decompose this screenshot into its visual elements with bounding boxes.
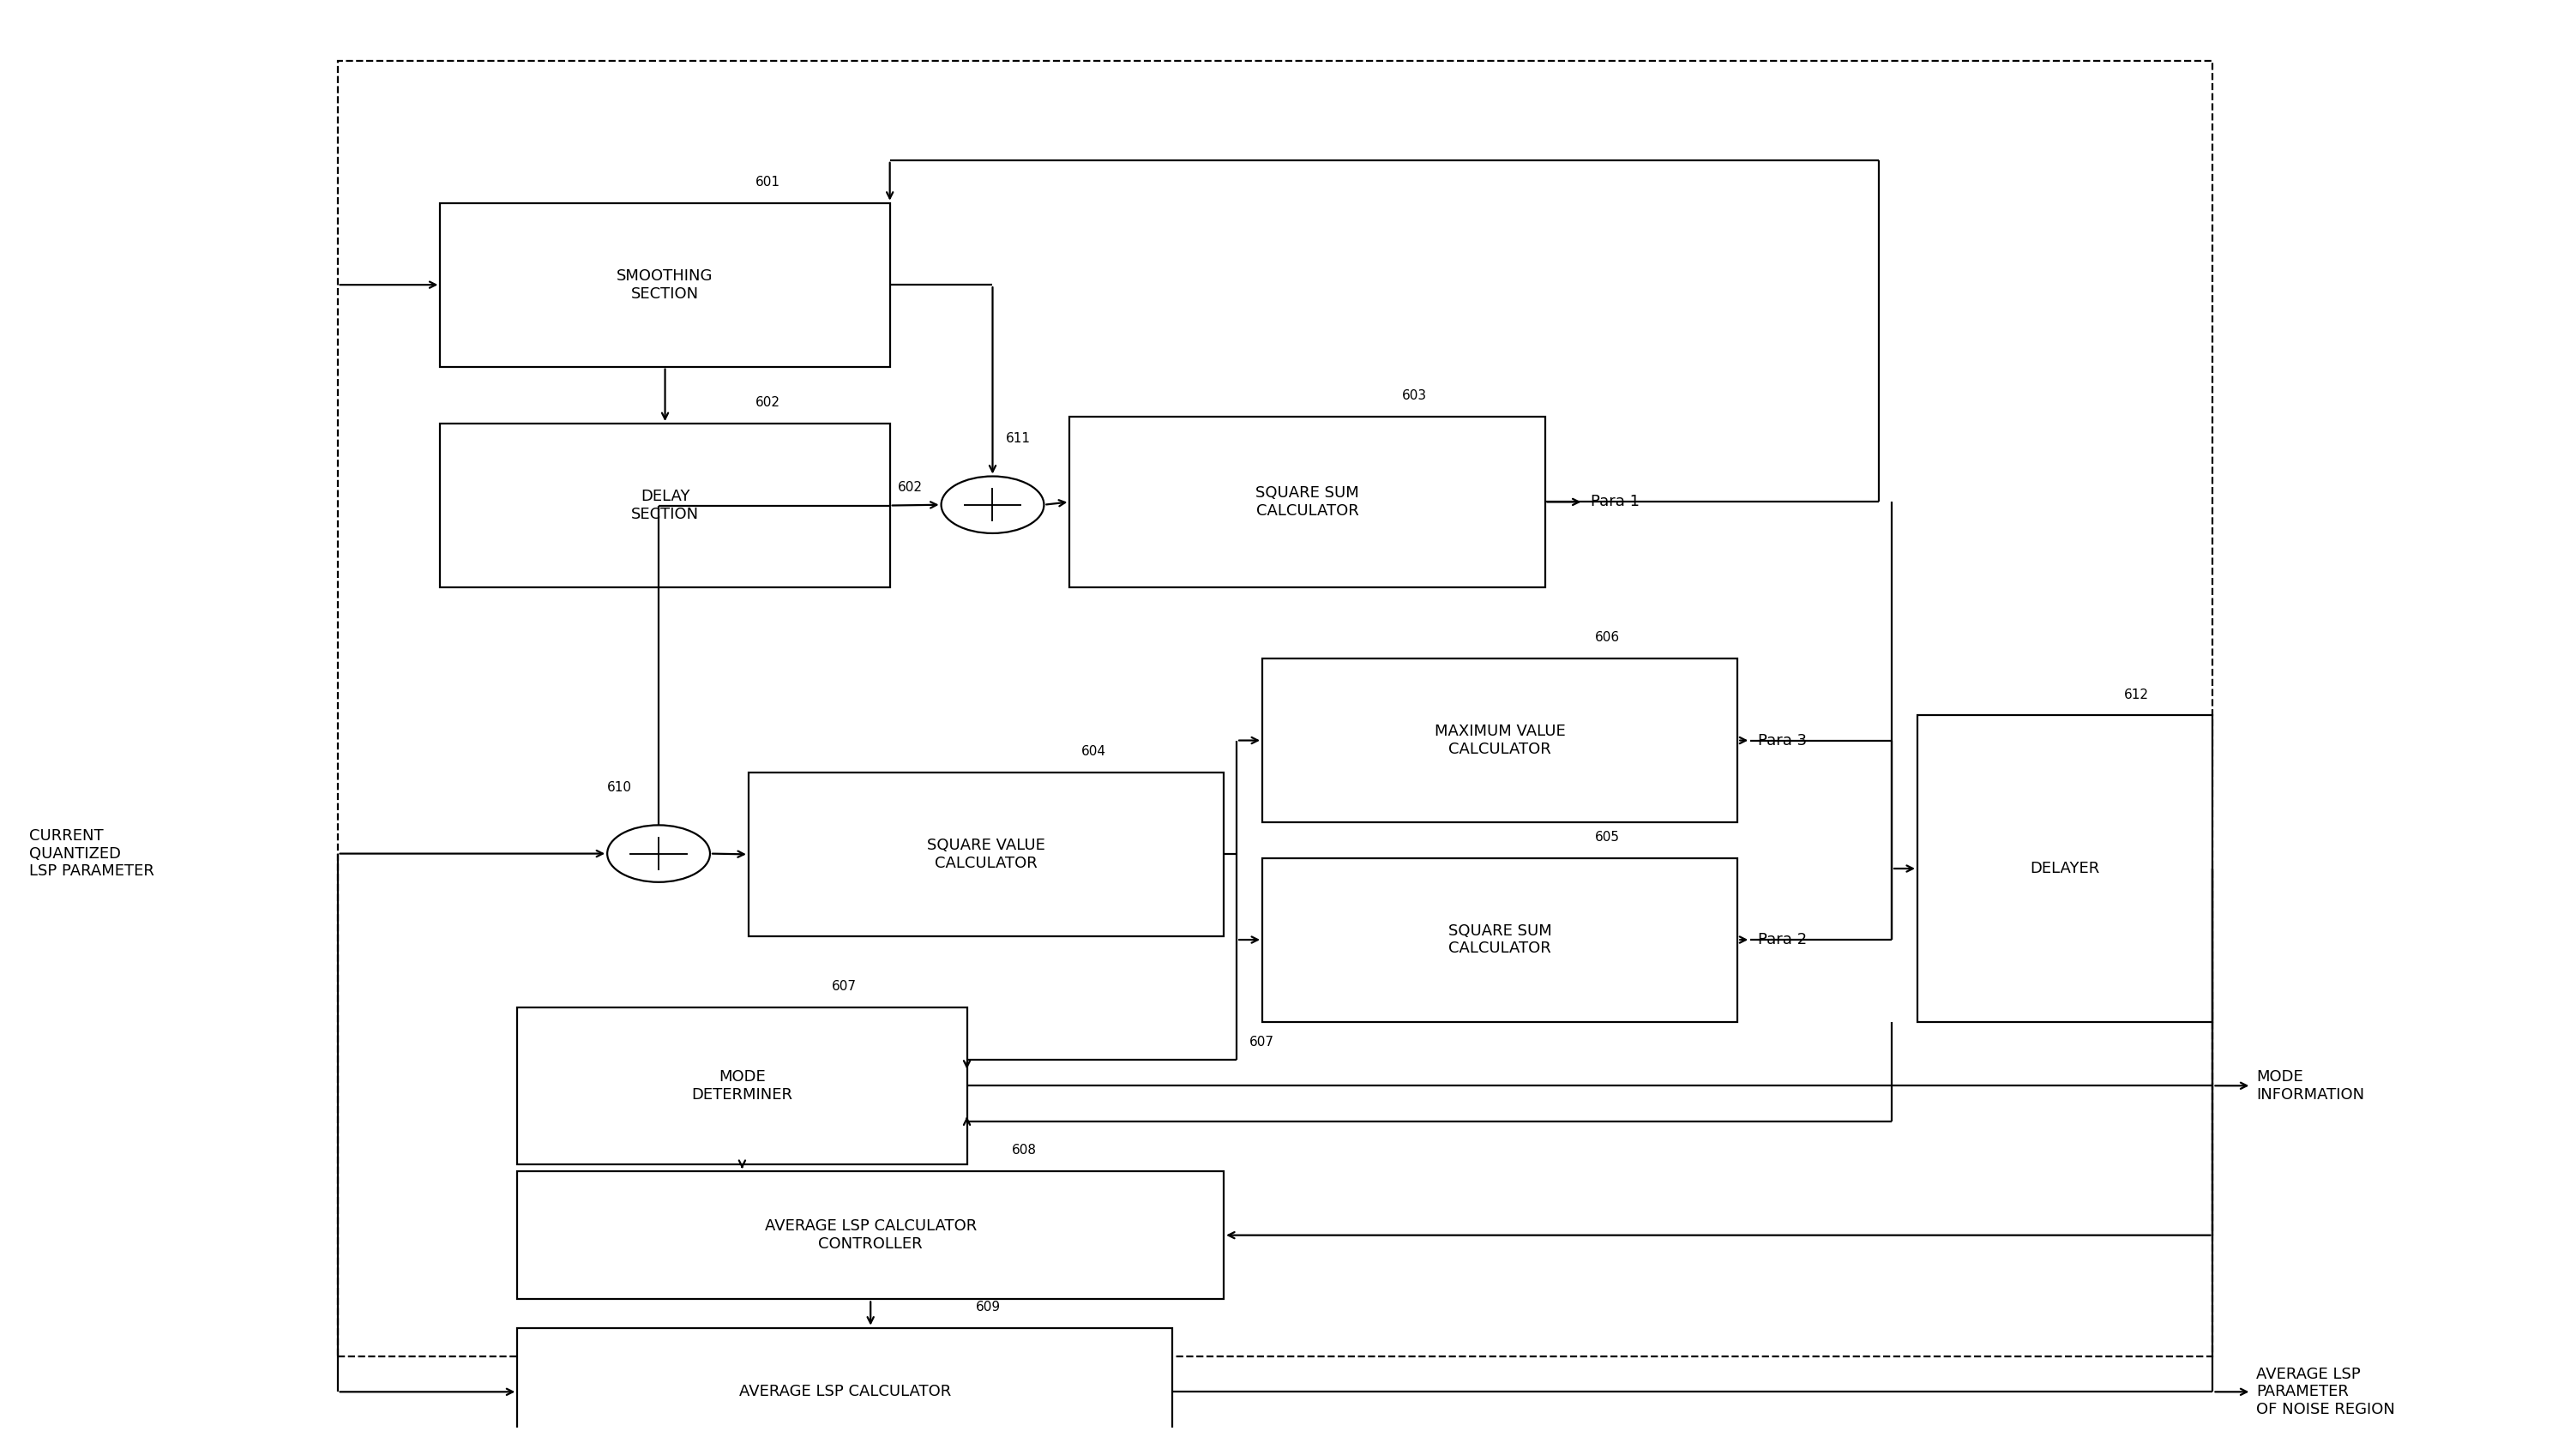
Text: CURRENT
QUANTIZED
LSP PARAMETER: CURRENT QUANTIZED LSP PARAMETER (28, 829, 155, 879)
Text: 608: 608 (1012, 1143, 1036, 1156)
FancyBboxPatch shape (1917, 716, 2213, 1022)
Text: 601: 601 (755, 176, 781, 189)
FancyBboxPatch shape (518, 1171, 1224, 1299)
Text: Para 1: Para 1 (1592, 494, 1641, 509)
FancyBboxPatch shape (518, 1007, 966, 1163)
Text: AVERAGE LSP CALCULATOR
CONTROLLER: AVERAGE LSP CALCULATOR CONTROLLER (765, 1219, 976, 1252)
Text: AVERAGE LSP CALCULATOR: AVERAGE LSP CALCULATOR (739, 1384, 951, 1400)
FancyBboxPatch shape (750, 773, 1224, 936)
Text: SQUARE SUM
CALCULATOR: SQUARE SUM CALCULATOR (1448, 923, 1551, 956)
Text: DELAY
SECTION: DELAY SECTION (631, 489, 698, 522)
Text: 605: 605 (1595, 831, 1620, 844)
Text: 603: 603 (1401, 389, 1427, 402)
Text: MODE
INFORMATION: MODE INFORMATION (2257, 1069, 2365, 1102)
FancyBboxPatch shape (337, 60, 2213, 1357)
Text: 609: 609 (976, 1301, 1002, 1314)
Circle shape (608, 826, 711, 881)
Text: 607: 607 (1249, 1036, 1275, 1049)
FancyBboxPatch shape (440, 424, 889, 587)
Text: 602: 602 (896, 481, 922, 494)
FancyBboxPatch shape (440, 203, 889, 366)
Text: 611: 611 (1005, 432, 1030, 445)
Text: 602: 602 (755, 396, 781, 409)
Text: 607: 607 (832, 980, 858, 993)
Text: Para 2: Para 2 (1757, 932, 1808, 947)
FancyBboxPatch shape (1262, 859, 1739, 1022)
Text: SMOOTHING
SECTION: SMOOTHING SECTION (616, 268, 714, 302)
Text: SQUARE VALUE
CALCULATOR: SQUARE VALUE CALCULATOR (927, 837, 1046, 871)
Text: DELAYER: DELAYER (2030, 861, 2099, 876)
FancyBboxPatch shape (1262, 658, 1739, 823)
Text: Para 3: Para 3 (1757, 733, 1808, 748)
Text: AVERAGE LSP
PARAMETER
OF NOISE REGION: AVERAGE LSP PARAMETER OF NOISE REGION (2257, 1367, 2396, 1417)
Text: MAXIMUM VALUE
CALCULATOR: MAXIMUM VALUE CALCULATOR (1435, 724, 1566, 757)
Text: 612: 612 (2125, 688, 2148, 701)
Text: 610: 610 (608, 781, 631, 794)
Text: SQUARE SUM
CALCULATOR: SQUARE SUM CALCULATOR (1255, 485, 1360, 518)
Text: MODE
DETERMINER: MODE DETERMINER (690, 1069, 793, 1102)
Text: 606: 606 (1595, 631, 1620, 644)
FancyBboxPatch shape (518, 1328, 1172, 1431)
Text: 604: 604 (1082, 746, 1105, 758)
Circle shape (940, 477, 1043, 534)
FancyBboxPatch shape (1069, 416, 1546, 587)
